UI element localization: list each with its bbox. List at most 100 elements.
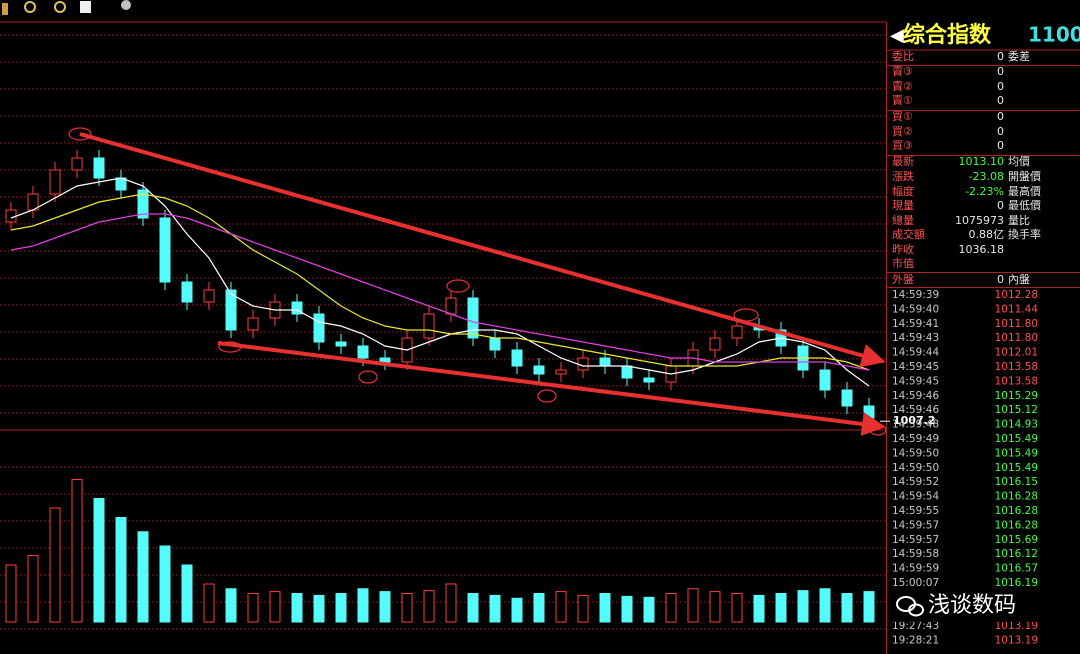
quote-field: 開盤價 [1008, 169, 1041, 183]
marker-circle [358, 370, 378, 384]
volume-bar [27, 555, 39, 623]
quote-field: 內盤 [1008, 273, 1030, 286]
volume-bar [71, 479, 83, 623]
volume-bar [841, 593, 853, 623]
candle-body [313, 313, 325, 343]
trade-price: 1013.58 [995, 361, 1038, 373]
toolbar [0, 0, 1080, 22]
volume-bar [797, 590, 809, 623]
volume-bar [577, 594, 589, 623]
quote-label: 昨收 [892, 242, 914, 256]
quote-value: -2.23% [965, 185, 1004, 198]
index-name: 综合指数 [903, 22, 992, 48]
volume-bar [819, 588, 831, 623]
trade-price: 1011.80 [995, 332, 1038, 344]
candle-body [423, 313, 435, 339]
marker-circle [446, 279, 470, 293]
candle-body [93, 157, 105, 179]
edit-icon[interactable] [80, 1, 91, 13]
marker-circle [537, 389, 557, 403]
trade-price: 1015.12 [995, 404, 1038, 416]
volume-bar [335, 593, 347, 623]
quote-field: 委差 [1008, 49, 1030, 63]
candle-body [555, 369, 567, 375]
volume-bar [753, 594, 765, 623]
trade-time: 14:59:46 [892, 404, 939, 416]
candle-body [577, 357, 589, 371]
trade-price: 1016.19 [995, 577, 1038, 589]
back-arrow[interactable]: ◀ [890, 25, 904, 46]
trade-time: 14:59:40 [892, 303, 939, 315]
candle-body [863, 405, 875, 419]
candle-body [71, 157, 83, 171]
trade-time: 14:59:49 [892, 433, 939, 445]
quote-value: 0 [997, 199, 1004, 212]
volume-bar [511, 597, 523, 623]
trend-annotations [68, 127, 887, 436]
trade-price: 1012.28 [995, 289, 1038, 301]
quote-label: 幅度 [892, 184, 914, 198]
zoom-out-icon[interactable] [54, 1, 66, 13]
moving-average-line [10, 213, 870, 371]
volume-bar [379, 591, 391, 623]
moving-average-line [10, 193, 870, 371]
trade-price: 1015.49 [995, 462, 1038, 474]
quote-label: 買② [892, 125, 913, 138]
tool-icon[interactable] [2, 3, 8, 15]
trade-time: 14:59:52 [892, 476, 939, 488]
candle-body [533, 365, 545, 375]
trade-time: 14:59:48 [892, 419, 939, 431]
trade-price: 1015.29 [995, 390, 1038, 402]
zoom-in-icon[interactable] [24, 1, 36, 13]
trade-price: 1015.49 [995, 447, 1038, 459]
candle-body [247, 317, 259, 331]
volume-bar [709, 591, 721, 623]
volume-bar [115, 517, 127, 623]
candle-body [181, 281, 193, 303]
quote-label: 外盤 [892, 273, 914, 286]
trade-price: 1011.44 [995, 303, 1039, 315]
volume-bar [621, 595, 633, 623]
quote-value: -23.08 [969, 170, 1004, 183]
trade-price: 1013.19 [995, 620, 1038, 632]
quote-label: 委比 [892, 50, 914, 63]
volume-bar [599, 593, 611, 623]
quote-label: 現量 [892, 199, 914, 212]
candle-body [445, 297, 457, 315]
candle-body [5, 209, 17, 223]
volume-bar [401, 593, 413, 623]
volume-bar [555, 591, 567, 623]
candle-body [841, 389, 853, 407]
trade-time: 14:59:50 [892, 462, 939, 474]
last-price-label: 1007.2 [893, 414, 935, 427]
volume-bar [93, 498, 105, 623]
trade-price: 1014.93 [995, 419, 1038, 431]
candle-body [731, 325, 743, 339]
trade-time: 14:59:39 [892, 289, 939, 301]
marker-circle [869, 424, 887, 436]
candle-body [709, 337, 721, 351]
index-code: 1100 [1028, 23, 1080, 47]
trade-time: 14:59:45 [892, 361, 939, 373]
quote-value: 0 [997, 50, 1004, 63]
trade-price: 1011.80 [995, 318, 1038, 330]
marker-circle [218, 341, 242, 353]
quote-field: 均價 [1008, 154, 1030, 168]
volume-bar [225, 588, 237, 623]
volume-bar [665, 593, 677, 623]
quote-value: 0 [997, 80, 1004, 93]
candle-body [819, 369, 831, 391]
volume-bar [687, 588, 699, 623]
trade-price: 1016.15 [995, 476, 1038, 488]
trade-time: 14:59:46 [892, 390, 939, 402]
quote-label: 總量 [892, 213, 914, 227]
volume-bar [775, 593, 787, 623]
settings-icon[interactable] [121, 0, 131, 10]
trade-time: 14:59:50 [892, 447, 939, 459]
volume-bar [731, 593, 743, 623]
trade-time: 14:59:45 [892, 375, 939, 387]
trade-price: 1016.28 [995, 519, 1038, 531]
volume-bar [159, 545, 171, 623]
quote-field: 量比 [1008, 214, 1030, 227]
